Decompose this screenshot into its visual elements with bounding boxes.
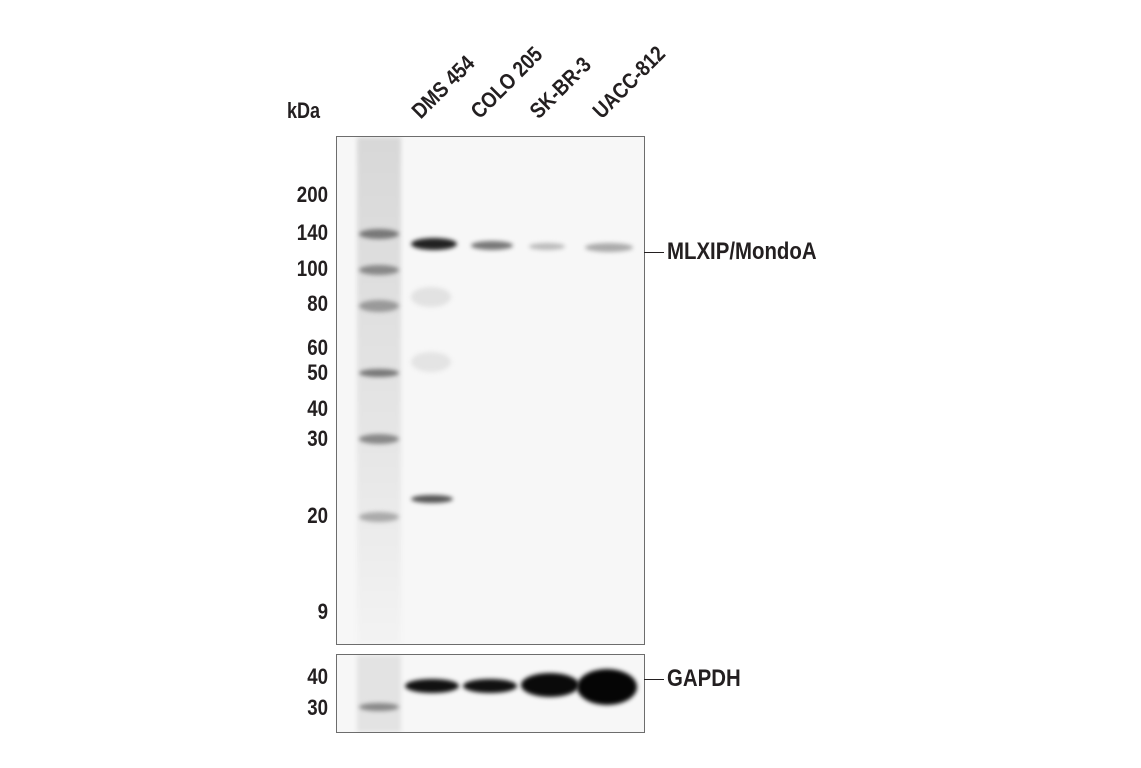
marker-50: 50 (307, 360, 328, 385)
gapdh-band-3 (521, 673, 579, 697)
lane-label-1: DMS 454 (406, 50, 480, 124)
marker-140: 140 (296, 220, 328, 245)
gapdh-marker-40: 40 (307, 664, 328, 689)
marker-200: 200 (296, 182, 328, 207)
band-skbr3 (529, 243, 565, 250)
lane-label-4: UACC-812 (587, 40, 670, 124)
gapdh-label: GAPDH (667, 665, 741, 692)
marker-9: 9 (317, 599, 328, 624)
ladder-lane (357, 655, 401, 732)
ladder-band (359, 229, 399, 239)
units-label: kDa (287, 98, 321, 123)
ladder-band (359, 265, 399, 275)
loading-control-panel (336, 654, 645, 733)
ladder-band (359, 703, 399, 711)
band-dms454-low (411, 495, 453, 503)
gapdh-band-2 (463, 679, 517, 693)
smear (411, 287, 451, 307)
marker-40: 40 (307, 396, 328, 421)
marker-80: 80 (307, 291, 328, 316)
marker-100: 100 (296, 256, 328, 281)
ladder-band (359, 434, 399, 444)
smear (411, 352, 451, 372)
gapdh-marker-30: 30 (307, 695, 328, 720)
target-label: MLXIP/MondoA (667, 238, 817, 265)
ladder-band (359, 512, 399, 522)
band-uacc812 (585, 243, 633, 252)
band-dms454 (411, 238, 457, 250)
target-tick (644, 252, 664, 253)
ladder-lane (357, 137, 401, 644)
gapdh-tick (644, 679, 664, 680)
band-colo205 (471, 241, 513, 250)
main-blot-panel (336, 136, 645, 645)
marker-20: 20 (307, 503, 328, 528)
gapdh-band-1 (405, 679, 459, 693)
gapdh-band-4 (577, 669, 637, 705)
marker-60: 60 (307, 335, 328, 360)
ladder-band (359, 300, 399, 312)
marker-30: 30 (307, 426, 328, 451)
ladder-band (359, 369, 399, 377)
